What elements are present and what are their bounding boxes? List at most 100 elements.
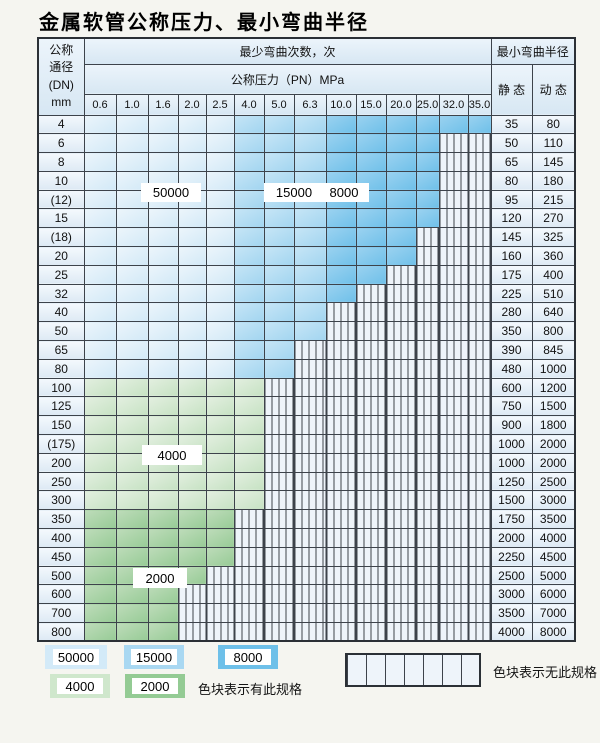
- spec-cell: [177, 321, 207, 342]
- spec-cell: [147, 396, 179, 417]
- spec-cell: [233, 490, 265, 511]
- no-spec-cell: [293, 584, 327, 605]
- spec-cell: [147, 152, 179, 172]
- spec-cell: [115, 452, 149, 473]
- static-radius-cell: 80: [490, 170, 533, 191]
- no-spec-cell: [385, 283, 417, 304]
- dn-cell: 20: [37, 246, 85, 266]
- spec-cell: [233, 434, 265, 454]
- table-row: 300 1500 3000: [37, 490, 576, 511]
- pressure-col-header: 4.0: [233, 93, 265, 116]
- no-spec-cell: [293, 415, 327, 436]
- spec-cell: [177, 546, 207, 567]
- spec-cell: [147, 377, 179, 398]
- static-radius-cell: 3000: [490, 584, 533, 605]
- spec-cell: [115, 208, 149, 229]
- no-spec-cell: [467, 622, 492, 642]
- no-spec-cell: [385, 377, 417, 398]
- no-spec-cell: [293, 565, 327, 586]
- table-row: 450 2250 4500: [37, 546, 576, 567]
- no-spec-cell: [205, 565, 235, 586]
- pressure-col-header: 25.0: [415, 93, 440, 116]
- spec-cell: [177, 358, 207, 379]
- table-row: 65 390 845: [37, 340, 576, 360]
- no-spec-cell: [293, 471, 327, 492]
- spec-cell: [115, 114, 149, 135]
- spec-cell: [115, 603, 149, 624]
- dn-cell: 200: [37, 452, 85, 473]
- spec-cell: [263, 283, 295, 304]
- no-spec-cell: [355, 546, 387, 567]
- spec-cell: [147, 490, 179, 511]
- pressure-col-header: 2.0: [177, 93, 207, 116]
- no-spec-cell: [233, 528, 265, 548]
- spec-cell: [263, 227, 295, 248]
- no-spec-cell: [263, 622, 295, 642]
- no-spec-cell: [355, 302, 387, 323]
- spec-cell: [205, 471, 235, 492]
- dynamic-radius-cell: 2000: [531, 434, 576, 454]
- spec-cell: [385, 189, 417, 210]
- spec-cell: [115, 227, 149, 248]
- static-radius-cell: 145: [490, 227, 533, 248]
- spec-cell: [293, 321, 327, 342]
- no-spec-cell: [263, 490, 295, 511]
- spec-cell: [83, 622, 117, 642]
- spec-cell: [205, 208, 235, 229]
- dn-cell: 600: [37, 584, 85, 605]
- no-spec-cell: [438, 509, 469, 530]
- table-row: 50 350 800: [37, 321, 576, 342]
- spec-cell: [205, 189, 235, 210]
- spec-cell: [115, 415, 149, 436]
- spec-cell: [233, 396, 265, 417]
- spec-cell: [205, 490, 235, 511]
- spec-cell: [293, 283, 327, 304]
- spec-cell: [263, 340, 295, 360]
- spec-cell: [205, 377, 235, 398]
- spec-cell: [438, 114, 469, 135]
- spec-cell: [233, 340, 265, 360]
- legend-no-spec-note: 色块表示无此规格: [493, 665, 598, 680]
- no-spec-cell: [233, 584, 265, 605]
- dn-cell: 8: [37, 152, 85, 172]
- no-spec-cell: [293, 340, 327, 360]
- spec-cell: [205, 302, 235, 323]
- spec-cell: [115, 471, 149, 492]
- no-spec-cell: [325, 434, 357, 454]
- no-spec-cell: [415, 321, 440, 342]
- no-spec-cell: [263, 452, 295, 473]
- spec-cell: [415, 152, 440, 172]
- spec-cell: [205, 434, 235, 454]
- spec-cell: [263, 152, 295, 172]
- no-spec-cell: [467, 321, 492, 342]
- no-spec-cell: [325, 321, 357, 342]
- no-spec-cell: [415, 452, 440, 473]
- dn-cell: (18): [37, 227, 85, 248]
- no-spec-cell: [325, 452, 357, 473]
- dynamic-radius-cell: 325: [531, 227, 576, 248]
- spec-cell: [385, 170, 417, 191]
- spec-cell: [233, 321, 265, 342]
- spec-cell: [147, 283, 179, 304]
- no-spec-cell: [467, 396, 492, 417]
- spec-cell: [177, 528, 207, 548]
- no-spec-cell: [438, 340, 469, 360]
- spec-cell: [83, 170, 117, 191]
- spec-cell: [83, 340, 117, 360]
- no-spec-cell: [467, 377, 492, 398]
- no-spec-cell: [355, 603, 387, 624]
- static-radius-cell: 2000: [490, 528, 533, 548]
- static-radius-cell: 160: [490, 246, 533, 266]
- pressure-col-header: 10.0: [325, 93, 357, 116]
- no-spec-cell: [467, 264, 492, 285]
- legend-swatch-50000: 50000: [45, 645, 107, 669]
- no-spec-cell: [355, 452, 387, 473]
- spec-cell: [115, 264, 149, 285]
- dn-cell: 150: [37, 415, 85, 436]
- spec-cell: [355, 114, 387, 135]
- no-spec-cell: [355, 565, 387, 586]
- spec-cell: [83, 584, 117, 605]
- spec-cell: [263, 302, 295, 323]
- spec-cell: [233, 189, 265, 210]
- spec-cell: [325, 114, 357, 135]
